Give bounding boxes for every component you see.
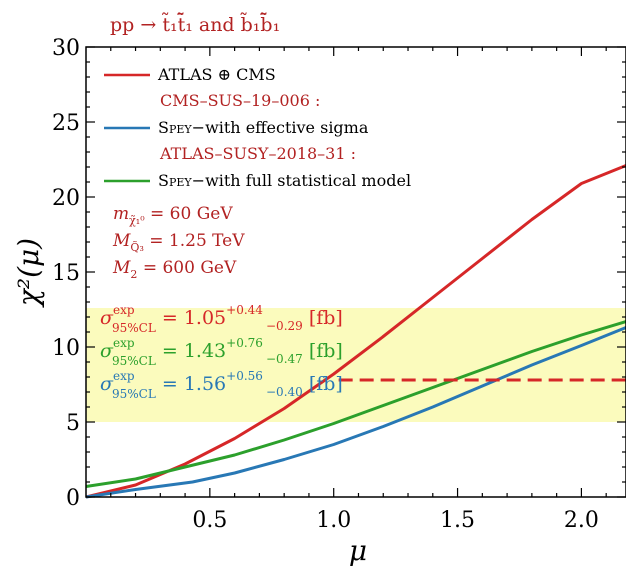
- param-1-subscript: χ̃₁⁰: [129, 214, 145, 227]
- limit-2-sub: 95%CL: [112, 354, 156, 368]
- legend-smallcaps-spey: Spey: [158, 118, 192, 137]
- uncertainty-band: [86, 308, 626, 422]
- legend-label-spey-effective: Spey−with effective sigma: [158, 118, 369, 137]
- legend-smallcaps-spey-2: Spey: [158, 171, 192, 190]
- param-line-1: mχ̃₁⁰ = 60 GeV: [113, 204, 233, 227]
- limit-2-value: = 1.43: [156, 340, 226, 362]
- y-tick-label: 30: [52, 36, 80, 61]
- legend-rest-effective: −with effective sigma: [192, 118, 369, 137]
- model-parameters: mχ̃₁⁰ = 60 GeV MQ̃₃ = 1.25 TeV M2 = 600 …: [112, 204, 245, 281]
- y-tick-label: 0: [66, 486, 80, 511]
- limit-2-sup: exp: [113, 336, 135, 350]
- param-2-value: = 1.25 TeV: [144, 231, 245, 251]
- param-line-3: M2 = 600 GeV: [112, 258, 237, 281]
- y-tick-label: 25: [52, 111, 80, 136]
- limit-2-plus: +0.76: [226, 336, 263, 350]
- legend-note-atlas: ATLAS–SUSY–2018–31 :: [159, 144, 356, 163]
- limit-1-minus: −0.29: [266, 319, 303, 333]
- legend-note-cms: CMS–SUS–19–006 :: [160, 91, 320, 110]
- y-tick-label: 15: [52, 261, 80, 286]
- limit-spey-full: σexp 95%CL = 1.43+0.76−0.47 [fb]: [100, 336, 343, 368]
- limit-atlas-cms: σexp 95%CL = 1.05+0.44−0.29 [fb]: [100, 303, 343, 335]
- limit-3-minus: −0.40: [266, 385, 303, 399]
- y-tick-label: 20: [52, 186, 80, 211]
- legend-label-spey-full: Spey−with full statistical model: [158, 171, 411, 190]
- limit-3-value: = 1.56: [156, 373, 226, 395]
- param-2-subscript: Q̃₃: [130, 241, 143, 254]
- param-3-subscript: 2: [130, 268, 137, 281]
- limit-3-sub: 95%CL: [112, 387, 156, 401]
- param-1-value: = 60 GeV: [145, 204, 234, 224]
- cross-section-limits: σexp 95%CL = 1.05+0.44−0.29 [fb] σexp 95%C…: [100, 303, 343, 401]
- legend: ATLAS ⊕ CMS CMS–SUS–19–006 : Spey−with e…: [104, 65, 411, 190]
- chart-title: pp → t̃₁t̃̄₁ and b̃₁b̃̄₁: [110, 12, 280, 36]
- param-2-symbol: M: [112, 231, 131, 251]
- x-tick-label: 2.0: [564, 508, 599, 533]
- legend-label-atlas-cms: ATLAS ⊕ CMS: [157, 65, 276, 84]
- param-3-value: = 600 GeV: [137, 258, 237, 278]
- limit-2-symbol: σ: [100, 340, 114, 362]
- param-line-2: MQ̃₃ = 1.25 TeV: [112, 231, 245, 254]
- limit-2-minus: −0.47: [266, 352, 303, 366]
- param-3-symbol: M: [112, 258, 131, 278]
- limit-1-sup: exp: [113, 303, 135, 317]
- limit-1-unit: [fb]: [303, 307, 343, 329]
- series-layer: [85, 164, 626, 499]
- limit-3-plus: +0.56: [226, 369, 263, 383]
- limit-1-sub: 95%CL: [112, 321, 156, 335]
- y-axis-label: χ²(μ): [12, 238, 45, 308]
- x-axis-label: μ: [349, 534, 367, 567]
- limit-3-symbol: σ: [100, 373, 114, 395]
- limit-spey-effective: σexp 95%CL = 1.56+0.56−0.40 [fb]: [100, 369, 343, 401]
- param-1-symbol: m: [113, 204, 129, 224]
- limit-3-unit: [fb]: [303, 373, 343, 395]
- x-tick-label: 1.0: [316, 508, 351, 533]
- x-tick-label: 0.5: [192, 508, 227, 533]
- limit-1-symbol: σ: [100, 307, 114, 329]
- series-line-2: [85, 320, 626, 488]
- limit-1-value: = 1.05: [156, 307, 226, 329]
- y-tick-label: 5: [66, 411, 80, 436]
- limit-2-unit: [fb]: [303, 340, 343, 362]
- limit-3-sup: exp: [113, 369, 135, 383]
- series-line-1: [85, 326, 626, 499]
- x-tick-label: 1.5: [440, 508, 475, 533]
- legend-rest-full: −with full statistical model: [192, 171, 411, 190]
- y-tick-label: 10: [52, 336, 80, 361]
- ticks-layer: 0.5 1.0 1.5 2.0 0 5 10 15 20 25 30: [52, 36, 626, 533]
- limit-1-plus: +0.44: [226, 303, 263, 317]
